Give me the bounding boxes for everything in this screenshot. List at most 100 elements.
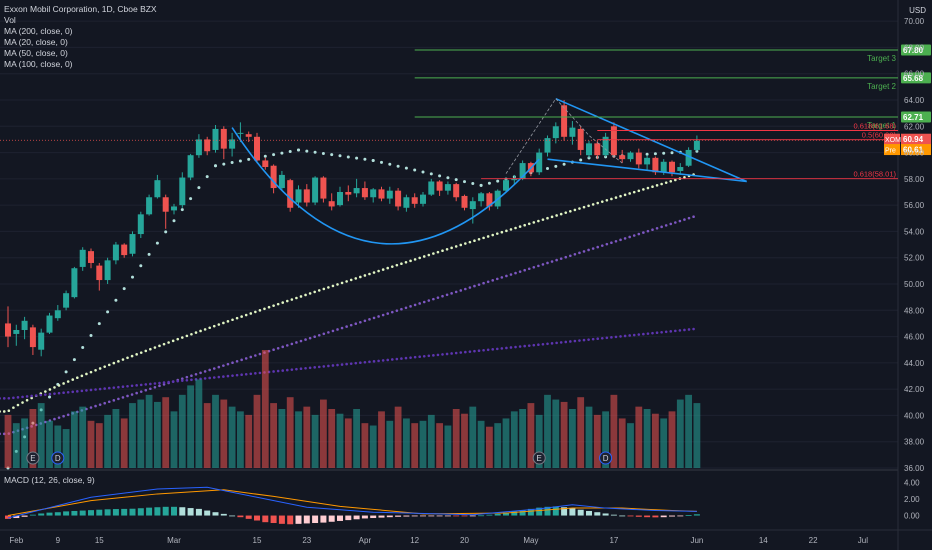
target-price-tag-text: 65.68 (903, 74, 924, 83)
candle-body (195, 139, 202, 156)
event-marker: D (51, 451, 65, 465)
ma-dot (482, 236, 485, 240)
volume-bar (344, 418, 352, 468)
ma-dot (409, 259, 412, 263)
price-tag: Pre 60.61 (884, 144, 931, 156)
ma-dot (441, 294, 444, 298)
ma-dot (555, 341, 558, 345)
ma-dot (2, 397, 6, 400)
volume-bar (552, 399, 560, 468)
candle (303, 184, 310, 207)
event-marker: E (26, 451, 40, 465)
ma-dot (669, 330, 673, 333)
price-tick-label: 70.00 (904, 17, 925, 26)
volume-bar (469, 406, 477, 468)
macd-hist-bar (561, 507, 568, 516)
macd-panel: 4.00 2.00 0.00 (5, 478, 920, 525)
candle (245, 131, 252, 143)
candle (5, 306, 11, 348)
macd-hist-bar (46, 512, 53, 516)
candle (544, 135, 551, 157)
macd-hist-bar (619, 515, 626, 517)
legend-ma100[interactable]: MA (100, close, 0) (4, 59, 73, 69)
ma-dot (322, 332, 326, 336)
ma-dot (550, 215, 554, 219)
time-tick-label: May (523, 536, 538, 545)
candle-body (337, 192, 343, 206)
volume-bar (693, 403, 701, 468)
macd-tick-label: 0.00 (904, 512, 920, 521)
ma-dot (578, 251, 581, 255)
macd-hist-bar (137, 508, 144, 516)
ma-dot (44, 393, 47, 396)
ma-dot (413, 168, 417, 172)
ma-dot (651, 228, 654, 232)
ma-dot (614, 335, 618, 339)
fib-label: 0.618(58.01) (853, 170, 896, 179)
ma-dot (258, 371, 262, 375)
ma-dot (231, 361, 234, 365)
candle (594, 140, 601, 160)
volume-bar (361, 423, 369, 468)
ma-dot (98, 403, 102, 406)
volume-bar (311, 414, 319, 468)
cup-curve (231, 127, 540, 245)
ma-dot (267, 305, 271, 309)
macd-hist-bar (187, 508, 194, 516)
ma-dot (614, 196, 618, 199)
ma-dot (596, 245, 600, 249)
candle (486, 192, 493, 211)
macd-hist-bar (644, 515, 651, 518)
legend-vol[interactable]: Vol (4, 15, 16, 25)
ma-dot (459, 243, 463, 247)
ma-dot (203, 328, 207, 331)
volume-bar (627, 423, 634, 468)
macd-hist-bar (428, 515, 435, 517)
ma-dot (600, 244, 604, 247)
ma-dot (336, 363, 339, 367)
legend-ma200[interactable]: MA (200, close, 0) (4, 26, 73, 36)
ma-dot (16, 403, 20, 407)
ma-dot (578, 207, 581, 210)
volume-bar (676, 399, 684, 468)
candle (577, 126, 584, 156)
ma-dot (564, 340, 568, 344)
ma-dot (203, 370, 207, 373)
ma-dot (354, 277, 358, 280)
macd-legend[interactable]: MACD (12, 26, close, 9) (4, 475, 95, 485)
legend-ma50[interactable]: MA (50, close, 0) (4, 48, 68, 58)
candle-body (594, 143, 601, 156)
ma-dot (368, 272, 371, 276)
candle (229, 132, 236, 157)
ma-dot (683, 328, 686, 332)
ma-dot (359, 320, 362, 324)
ma-dot (340, 326, 344, 330)
ma-dot (25, 395, 29, 398)
ma-dot (445, 247, 449, 251)
candle (195, 134, 202, 158)
target-price-tag-bg (901, 72, 931, 84)
ma-dot (562, 162, 566, 166)
volume-bar (320, 399, 327, 468)
macd-hist-bar (660, 515, 667, 518)
candle-body (237, 132, 244, 134)
ma-dot (623, 334, 627, 338)
ma-dot (240, 358, 243, 362)
ma-dot (596, 201, 600, 205)
price-tick-label: 60.00 (904, 149, 925, 158)
ma-dot (468, 286, 472, 289)
ma-dot (317, 365, 321, 369)
candle (96, 262, 103, 291)
candle-body (204, 139, 211, 152)
candle (436, 180, 443, 196)
fib-label: 0.5(60.98) (862, 131, 897, 140)
legend-ma20[interactable]: MA (20, close, 0) (4, 37, 68, 47)
time-tick-label: 22 (809, 536, 818, 545)
ma-dot (396, 164, 400, 168)
candle (361, 181, 368, 200)
ma-dot (486, 235, 490, 238)
candle (395, 188, 402, 211)
ma-dot (532, 266, 536, 269)
symbol-title[interactable]: Exxon Mobil Corporation, 1D, Cboe BZX (4, 4, 157, 14)
